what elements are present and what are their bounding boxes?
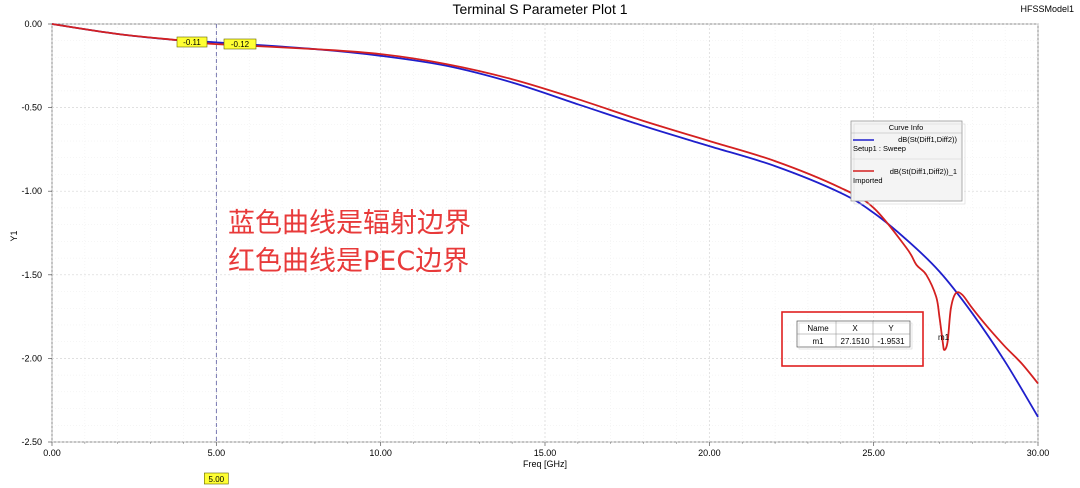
x-tick-label: 10.00 <box>369 448 392 458</box>
grid <box>51 23 1039 443</box>
legend-entry-2-name: dB(St(Diff1,Diff2))_1 <box>890 167 957 176</box>
x-tick-label: 15.00 <box>534 448 557 458</box>
axis-ticks: 0.00 5.00 10.00 15.00 20.00 25.00 30.00 0.00 -0.… <box>21 19 1049 458</box>
cursor-flag-blue-value: -0.11 <box>183 38 201 47</box>
marker-table-highlight <box>781 311 924 367</box>
y-tick-label: 0.00 <box>24 19 42 29</box>
series-line-blue[interactable] <box>51 23 1039 418</box>
y-axis-label: Y1 <box>9 230 19 241</box>
marker-table-cell-y: -1.9531 <box>877 337 905 346</box>
marker-table-header-name: Name <box>807 324 829 333</box>
y-tick-label: -1.50 <box>21 270 42 280</box>
y-tick-label: -2.50 <box>21 437 42 447</box>
x-tick-label: 5.00 <box>208 448 226 458</box>
x-tick-label: 25.00 <box>862 448 885 458</box>
annotation-line-2: 红色曲线是PEC边界 <box>228 246 469 277</box>
x-tick-label: 0.00 <box>43 448 61 458</box>
y-tick-label: -0.50 <box>21 103 42 113</box>
curve-info-legend[interactable]: Curve Info dB(St(Diff1,Diff2)) Setup1 : … <box>850 120 966 205</box>
annotation-line-1: 蓝色曲线是辐射边界 <box>228 208 471 239</box>
legend-title: Curve Info <box>889 123 924 132</box>
marker-table-header-y: Y <box>888 324 894 333</box>
marker-m1[interactable]: m1 <box>938 333 950 342</box>
x-axis-label: Freq [GHz] <box>523 459 567 469</box>
y-tick-label: -1.00 <box>21 186 42 196</box>
marker-table[interactable]: Name X Y m1 27.1510 -1.9531 <box>781 311 924 367</box>
cursor-flag-blue[interactable]: -0.11 <box>176 36 208 48</box>
x-tick-label: 20.00 <box>698 448 721 458</box>
cursor-flag-red-value: -0.12 <box>231 40 250 49</box>
legend-entry-1-source: Setup1 : Sweep <box>853 144 906 153</box>
model-name: HFSSModel1 <box>1020 4 1074 14</box>
marker-table-cell-x: 27.1510 <box>841 337 870 346</box>
chart-title: Terminal S Parameter Plot 1 <box>452 1 627 17</box>
legend-entry-2-source: Imported <box>853 176 883 185</box>
cursor-x-value: 5.00 <box>209 475 225 484</box>
marker-table-cell-name: m1 <box>812 337 824 346</box>
marker-m1-label: m1 <box>938 333 950 342</box>
marker-table-header-x: X <box>852 324 858 333</box>
series-layer <box>51 23 1039 418</box>
x-tick-label: 30.00 <box>1027 448 1050 458</box>
cursor-x-flag[interactable]: 5.00 <box>204 472 229 485</box>
legend-entry-1-name: dB(St(Diff1,Diff2)) <box>898 135 957 144</box>
cursor-flag-red[interactable]: -0.12 <box>223 38 257 50</box>
series-line-red[interactable] <box>51 23 1039 385</box>
y-tick-label: -2.00 <box>21 353 42 363</box>
